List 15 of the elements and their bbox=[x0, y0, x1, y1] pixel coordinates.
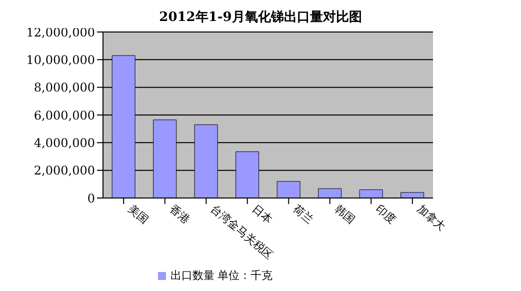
x-tick-label: 加拿大 bbox=[414, 202, 448, 234]
x-tick-label: 日本 bbox=[249, 202, 275, 226]
x-tick-label: 美国 bbox=[126, 202, 151, 226]
x-tick-label: 香港 bbox=[166, 202, 192, 226]
y-tick-label: 6,000,000 bbox=[34, 108, 95, 122]
chart-title: 2012年1-9月氧化锑出口量对比图 bbox=[159, 10, 362, 25]
legend-label: 出口数量 单位：千克 bbox=[170, 269, 273, 282]
x-tick-label: 印度 bbox=[373, 202, 398, 226]
x-tick-label: 韩国 bbox=[332, 202, 358, 226]
x-tick-label: 荷兰 bbox=[290, 202, 316, 226]
y-tick-label: 8,000,000 bbox=[34, 80, 95, 95]
y-tick-label: 0 bbox=[87, 191, 95, 206]
y-tick-label: 10,000,000 bbox=[26, 52, 95, 67]
y-tick-label: 2,000,000 bbox=[34, 164, 95, 178]
y-tick-label: 4,000,000 bbox=[34, 136, 95, 150]
